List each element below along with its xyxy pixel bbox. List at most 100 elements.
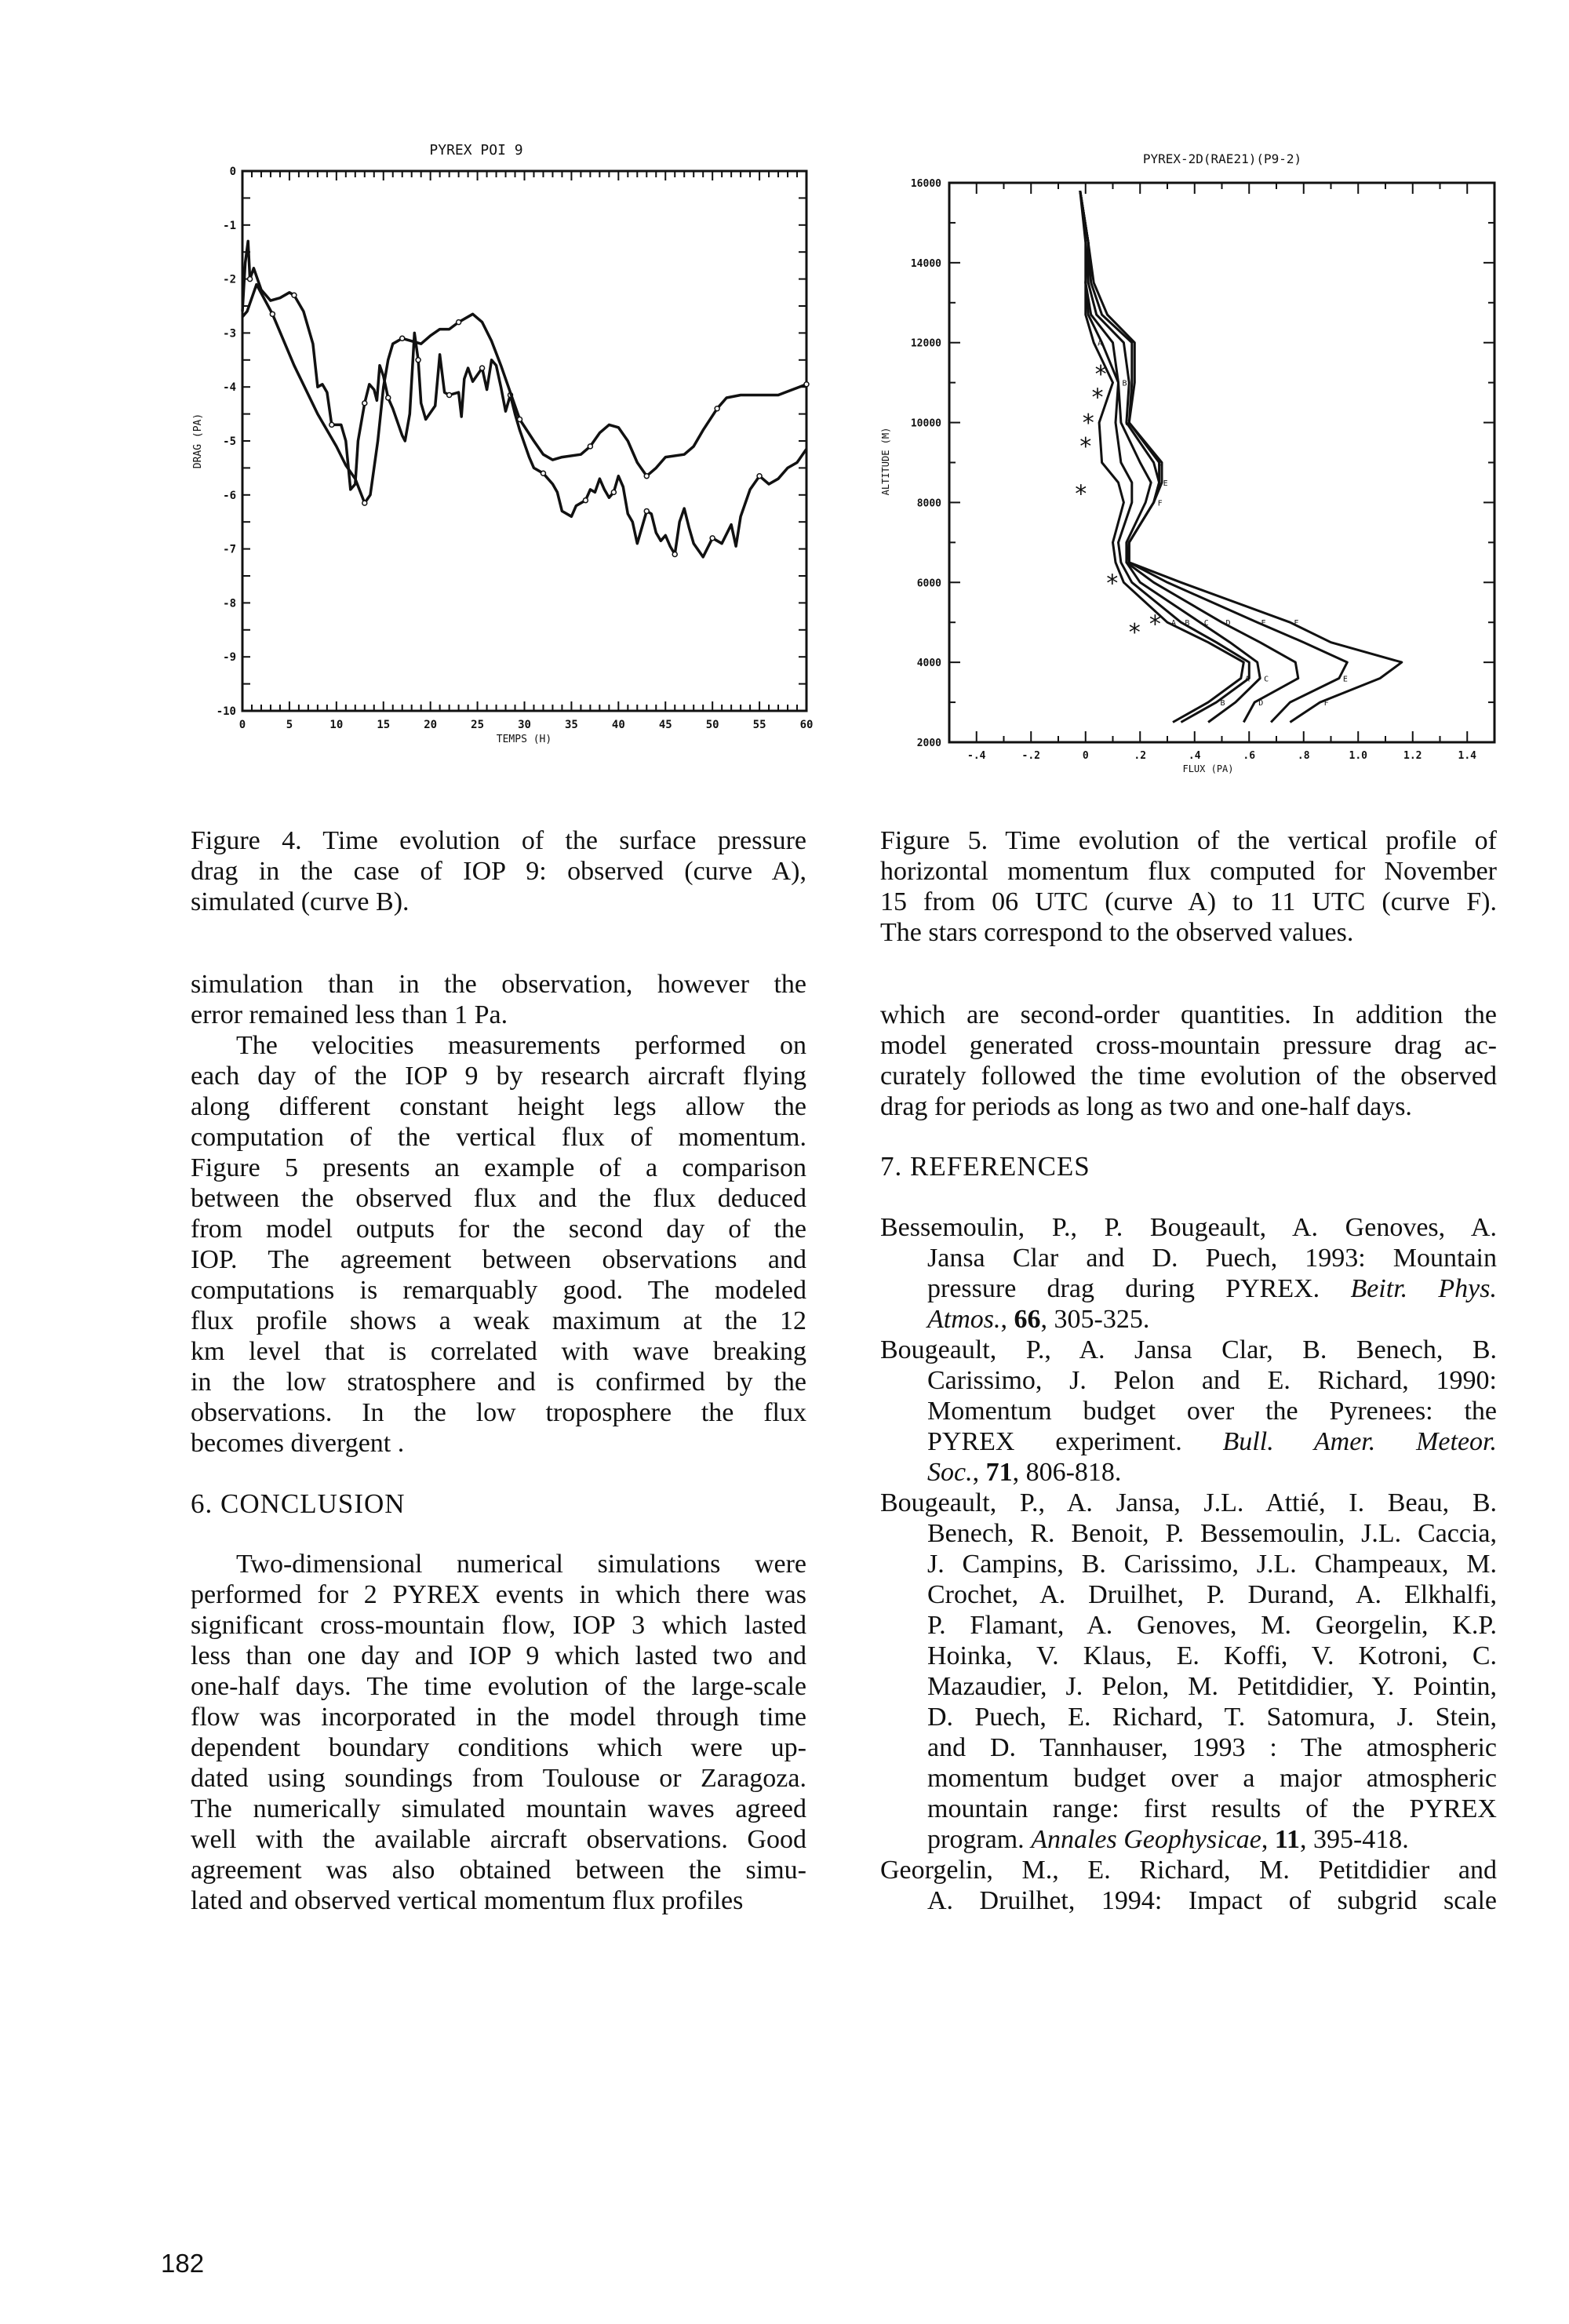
text-line: performed for 2 PYREX events in which th… <box>191 1580 806 1609</box>
text-segment: , <box>1000 1305 1014 1334</box>
y-tick-label: -1 <box>223 220 236 232</box>
profile-curve-A <box>1079 191 1245 723</box>
text-line: dependent boundary conditions which were… <box>191 1733 806 1762</box>
reference-line: Crochet, A. Druilhet, P. Durand, A. Elkh… <box>927 1580 1497 1609</box>
page-number: 182 <box>161 2249 205 2278</box>
y-tick-label: -9 <box>223 651 236 664</box>
x-tick-label: 20 <box>424 719 437 731</box>
text-line: each day of the IOP 9 by research aircra… <box>191 1062 806 1091</box>
curve-marker-label: A <box>1098 340 1102 348</box>
reference-line: Atmos., 66, 305-325. <box>880 1304 1497 1335</box>
observed-star-marker: * <box>1079 433 1093 461</box>
curve-marker-label: B <box>1185 619 1189 628</box>
x-tick-label: 1.0 <box>1349 750 1368 762</box>
text-line: simulated (curve B). <box>191 887 410 916</box>
text-line: The stars correspond to the observed val… <box>880 918 1354 947</box>
y-tick-label: -4 <box>223 381 236 394</box>
y-axis-label: DRAG (PA) <box>192 413 204 468</box>
data-point-marker <box>516 416 523 423</box>
plot-frame <box>948 181 1496 744</box>
figure-5-chart: -.4 -.2 0 .2 .4 .6 .8 1.0 1.2 1.4 2000 4000 6000 8000… <box>880 151 1496 774</box>
section-heading-references: 7. REFERENCES <box>880 1151 1090 1182</box>
data-point-marker <box>399 335 406 342</box>
text-line: drag in the case of IOP 9: observed (cur… <box>191 857 806 886</box>
text-line: error remained less than 1 Pa. <box>191 1000 508 1029</box>
reference-line: J. Campins, B. Carissimo, J.L. Champeaux… <box>927 1550 1497 1579</box>
text-segment: , 395-418. <box>1299 1825 1409 1854</box>
curve-marker-label: D <box>1258 699 1263 708</box>
y-tick-label: 14000 <box>911 258 941 270</box>
series-curve-A <box>241 239 808 559</box>
x-axis-label: TEMPS (H) <box>497 734 552 745</box>
reference-line: Momentum budget over the Pyrenees: the <box>927 1397 1497 1426</box>
x-tick-label: 25 <box>471 719 484 731</box>
text-segment: Annales Geophysicae <box>1031 1825 1261 1854</box>
x-tick-label: -.4 <box>967 750 986 762</box>
data-point-marker <box>246 275 253 282</box>
reference-list: Bessemoulin, P., P. Bougeault, A. Genove… <box>880 1212 1497 1916</box>
profile-curve-B <box>1079 190 1250 723</box>
y-axis-label: ALTITUDE (M) <box>880 428 891 496</box>
data-point-marker <box>446 392 453 399</box>
text-segment: Bull. Amer. Meteor. <box>1222 1427 1497 1456</box>
curve-marker-label: C <box>1204 619 1209 628</box>
text-line: model generated cross-mountain pressure … <box>880 1031 1497 1060</box>
figure-4-chart: 0 5 10 15 20 25 30 35 40 45 50 55 60 0 -1 -2 -3 -4 -5 -6 -7 -… <box>192 142 813 745</box>
curve-marker-label: E <box>1163 479 1168 488</box>
text-line: lated and observed vertical momentum flu… <box>191 1886 744 1915</box>
text-line: computation of the vertical flux of mome… <box>191 1123 806 1152</box>
curve-marker-label: B <box>1221 699 1225 708</box>
text-line: becomes divergent . <box>191 1429 405 1458</box>
x-tick-label: 0 <box>1083 750 1089 762</box>
x-axis-label: FLUX (PA) <box>1182 763 1233 774</box>
reference-line: Mazaudier, J. Pelon, M. Petitdidier, Y. … <box>927 1672 1497 1701</box>
text-line: flow was incorporated in the model throu… <box>191 1703 806 1732</box>
x-tick-label: 30 <box>518 719 531 731</box>
reference-line: Bessemoulin, P., P. Bougeault, A. Genove… <box>880 1213 1497 1242</box>
section-heading-conclusion: 6. CONCLUSION <box>191 1488 406 1519</box>
body-text-left: simulation than in the observation, howe… <box>191 969 806 1459</box>
y-tick-label: -7 <box>223 544 236 556</box>
data-point-marker <box>714 405 720 412</box>
text-line: which are second-order quantities. In ad… <box>880 1000 1497 1029</box>
x-tick-label: 1.2 <box>1403 750 1422 762</box>
y-tick-label: 4000 <box>917 657 941 669</box>
data-point-marker <box>329 421 335 428</box>
text-line: significant cross-mountain flow, IOP 3 w… <box>191 1611 806 1640</box>
x-tick-label: 15 <box>377 719 390 731</box>
text-line: Two-dimensional numerical simulations we… <box>236 1550 806 1579</box>
observed-star-marker: * <box>1081 410 1095 437</box>
y-tick-label: -6 <box>223 490 236 502</box>
text-line: The velocities measurements performed on <box>236 1031 806 1060</box>
text-segment: Atmos. <box>927 1305 1001 1334</box>
reference-line: Carissimo, J. Pelon and E. Richard, 1990… <box>927 1366 1497 1395</box>
curve-marker-label: C <box>1264 676 1269 684</box>
figure-5-caption: Figure 5. Time evolution of the vertical… <box>880 825 1497 948</box>
data-point-marker <box>455 319 462 326</box>
body-text-right: which are second-order quantities. In ad… <box>880 1000 1497 1122</box>
data-point-marker <box>415 357 421 363</box>
data-point-marker <box>672 551 678 558</box>
text-line: observations. In the low troposphere the… <box>191 1398 806 1427</box>
text-segment: 71 <box>985 1458 1013 1487</box>
y-tick-label: 10000 <box>911 418 941 430</box>
text-segment: pressure drag during PYREX. <box>927 1274 1351 1303</box>
x-tick-label: .4 <box>1189 750 1201 762</box>
text-line: Figure 5. Time evolution of the vertical… <box>880 826 1497 855</box>
reference-line: Bougeault, P., A. Jansa Clar, B. Benech,… <box>880 1335 1497 1364</box>
reference-line: pressure drag during PYREX. Beitr. Phys. <box>880 1273 1497 1304</box>
reference-line: Georgelin, M., E. Richard, M. Petitdidie… <box>880 1856 1497 1885</box>
y-tick-label: 2000 <box>917 738 941 749</box>
text-line: in the low stratosphere and is confirmed… <box>191 1368 806 1397</box>
text-segment: , <box>1261 1825 1275 1854</box>
reference-line: PYREX experiment. Bull. Amer. Meteor. <box>880 1426 1497 1457</box>
x-tick-label: 0 <box>239 719 246 731</box>
reference-line: Soc., 71, 806-818. <box>880 1457 1497 1488</box>
curve-marker-label: F <box>1158 499 1163 508</box>
figure-4-caption: Figure 4. Time evolution of the surface … <box>191 825 806 917</box>
x-tick-label: -.2 <box>1022 750 1040 762</box>
data-point-marker <box>540 470 547 477</box>
text-line: Figure 4. Time evolution of the surface … <box>191 826 806 855</box>
data-point-marker <box>362 400 368 406</box>
y-tick-label: 16000 <box>911 178 941 190</box>
